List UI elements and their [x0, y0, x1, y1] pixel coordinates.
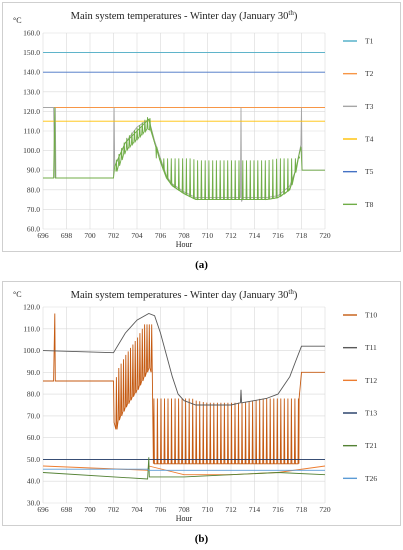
legend-label-t10: T10: [365, 311, 377, 320]
chart-title-sup: th: [288, 288, 294, 296]
y-tick-label: 110.0: [23, 324, 40, 333]
y-tick-label: 110.0: [23, 127, 40, 136]
y-axis-unit: °C: [13, 16, 22, 25]
x-tick-label: 702: [108, 505, 120, 514]
x-tick-label: 696: [37, 505, 49, 514]
x-tick-label: 700: [84, 505, 96, 514]
y-tick-label: 70.0: [27, 205, 40, 214]
y-axis-unit: °C: [13, 290, 22, 299]
y-tick-label: 120.0: [23, 107, 40, 116]
y-tick-label: 90.0: [27, 368, 40, 377]
series-line-t10: [43, 313, 325, 465]
x-tick-label: 708: [178, 231, 190, 240]
y-tick-label: 90.0: [27, 166, 40, 175]
chart-b: Main system temperatures - Winter day (J…: [13, 288, 377, 523]
y-tick-label: 150.0: [23, 48, 40, 57]
series-line-t21: [42, 457, 326, 480]
chart-panel-a: Main system temperatures - Winter day (J…: [2, 2, 401, 252]
legend-label-t3: T3: [365, 102, 374, 111]
legend-label-t2: T2: [365, 69, 374, 78]
legend-label-t21: T21: [365, 441, 377, 450]
legend-label-t26: T26: [365, 474, 377, 483]
x-tick-label: 704: [131, 505, 143, 514]
y-tick-label: 120.0: [23, 303, 40, 312]
chart-title-end: ): [294, 290, 298, 301]
y-tick-label: 100.0: [23, 346, 40, 355]
x-tick-label: 718: [296, 231, 308, 240]
chart-panel-b: Main system temperatures - Winter day (J…: [2, 281, 401, 526]
x-tick-label: 710: [202, 505, 214, 514]
y-tick-label: 130.0: [23, 87, 40, 96]
panel-label-a: (a): [195, 259, 208, 271]
x-tick-label: 708: [178, 505, 190, 514]
y-tick-label: 100.0: [23, 146, 40, 155]
legend-label-t1: T1: [365, 37, 374, 46]
series-line-t8_osc: [115, 117, 301, 201]
x-tick-label: 714: [249, 231, 261, 240]
chart-title-main: Main system temperatures - Winter day (J…: [71, 290, 289, 301]
y-tick-label: 160.0: [23, 29, 40, 38]
x-tick-label: 704: [131, 231, 143, 240]
x-axis-label: Hour: [176, 514, 193, 523]
chart-title-end: ): [294, 11, 298, 22]
series-line-t26: [43, 468, 325, 471]
y-tick-label: 40.0: [27, 477, 40, 486]
x-axis-label: Hour: [176, 240, 193, 249]
chart-title: Main system temperatures - Winter day (J…: [71, 9, 298, 22]
x-tick-label: 712: [225, 231, 237, 240]
x-tick-label: 702: [108, 231, 120, 240]
legend-label-t13: T13: [365, 409, 377, 418]
legend-label-t8: T8: [365, 200, 374, 209]
legend-label-t11: T11: [365, 343, 377, 352]
x-tick-label: 712: [225, 505, 237, 514]
x-tick-label: 696: [37, 231, 49, 240]
chart-a: Main system temperatures - Winter day (J…: [13, 9, 374, 249]
x-tick-label: 710: [202, 231, 214, 240]
panel-label-b: (b): [194, 533, 209, 545]
chart-title: Main system temperatures - Winter day (J…: [71, 288, 298, 301]
x-tick-label: 700: [84, 231, 96, 240]
x-tick-label: 720: [319, 505, 331, 514]
y-tick-label: 60.0: [27, 225, 40, 234]
legend-label-t5: T5: [365, 167, 374, 176]
y-tick-label: 80.0: [27, 390, 40, 399]
series-line-t11: [42, 313, 325, 406]
legend-label-t12: T12: [365, 376, 377, 385]
y-tick-label: 50.0: [27, 455, 40, 464]
x-tick-label: 718: [296, 505, 308, 514]
x-tick-label: 716: [272, 231, 284, 240]
legend-label-t4: T4: [365, 135, 374, 144]
y-tick-label: 140.0: [23, 68, 40, 77]
x-tick-label: 698: [61, 231, 73, 240]
y-tick-label: 60.0: [27, 433, 40, 442]
x-tick-label: 706: [155, 505, 167, 514]
y-tick-label: 70.0: [27, 411, 40, 420]
chart-title-main: Main system temperatures - Winter day (J…: [71, 11, 289, 22]
chart-title-sup: th: [288, 9, 294, 17]
x-tick-label: 720: [319, 231, 331, 240]
y-tick-label: 30.0: [27, 499, 40, 508]
x-tick-label: 706: [155, 231, 167, 240]
x-tick-label: 714: [249, 505, 261, 514]
y-tick-label: 80.0: [27, 185, 40, 194]
x-tick-label: 716: [272, 505, 284, 514]
x-tick-label: 698: [61, 505, 73, 514]
